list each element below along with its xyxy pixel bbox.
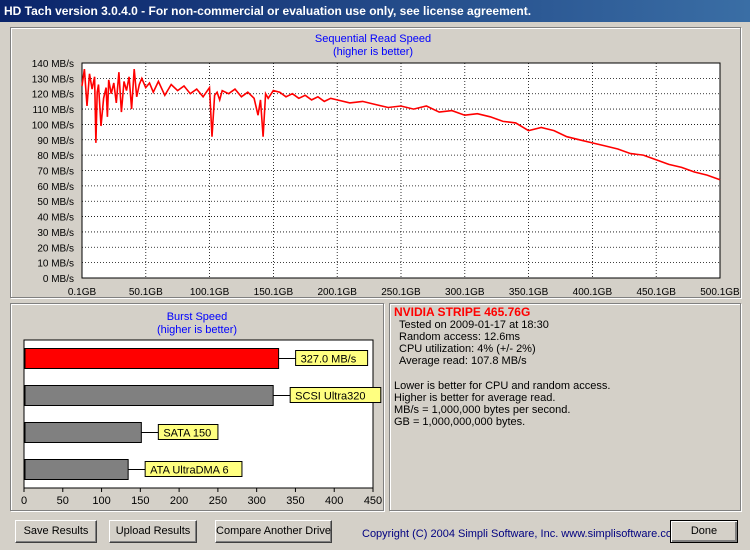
note-lower-better: Lower is better for CPU and random acces… (394, 380, 611, 392)
burst-speed-panel (10, 303, 384, 511)
sequential-read-chart: Sequential Read Speed (higher is better)… (32, 33, 740, 298)
burst-label-box (289, 387, 382, 403)
burst-x-tick-label: 200 (170, 495, 188, 507)
burst-bar-label: SATA 150 (163, 428, 211, 440)
note-mbs-definition: MB/s = 1,000,000 bytes per second. (394, 404, 571, 416)
sequential-read-panel (10, 27, 741, 298)
seq-y-tick-label: 30 MB/s (37, 228, 74, 239)
seq-x-tick-label: 100.1GB (190, 287, 230, 298)
burst-x-tick-label: 300 (247, 495, 265, 507)
seq-y-tick-label: 20 MB/s (37, 243, 74, 254)
burst-bar-label: ATA UltraDMA 6 (150, 465, 228, 477)
seq-y-tick-label: 90 MB/s (37, 136, 74, 147)
burst-bar (24, 459, 129, 480)
burst-x-tick-label: 400 (325, 495, 343, 507)
info-average-read: Average read: 107.8 MB/s (399, 355, 527, 367)
burst-label-box (295, 350, 369, 366)
info-random-access: Random access: 12.6ms (399, 331, 521, 343)
burst-label-box (144, 461, 243, 477)
done-button[interactable]: Done (670, 520, 738, 543)
seq-chart-title: Sequential Read Speed (315, 33, 431, 45)
drive-info-panel (389, 303, 741, 511)
seq-y-tick-label: 130 MB/s (32, 74, 74, 85)
seq-chart-subtitle: (higher is better) (333, 46, 413, 58)
note-higher-better: Higher is better for average read. (394, 392, 556, 404)
seq-x-tick-label: 450.1GB (636, 287, 676, 298)
seq-y-tick-label: 40 MB/s (37, 213, 74, 224)
seq-x-tick-label: 200.1GB (317, 287, 357, 298)
seq-x-tick-label: 50.1GB (129, 287, 163, 298)
burst-x-tick-label: 350 (286, 495, 304, 507)
compare-drive-button[interactable]: Compare Another Drive (215, 520, 332, 543)
copyright-text: Copyright (C) 2004 Simpli Software, Inc.… (362, 528, 682, 540)
seq-y-tick-label: 140 MB/s (32, 59, 74, 70)
burst-bar-label: SCSI Ultra320 (295, 391, 365, 403)
upload-results-button[interactable]: Upload Results (109, 520, 197, 543)
burst-chart-subtitle: (higher is better) (157, 324, 237, 336)
burst-x-tick-label: 100 (92, 495, 110, 507)
burst-chart-title: Burst Speed (167, 311, 228, 323)
info-tested-on: Tested on 2009-01-17 at 18:30 (399, 319, 549, 331)
seq-y-tick-label: 80 MB/s (37, 151, 74, 162)
burst-x-tick-label: 0 (21, 495, 27, 507)
seq-y-tick-label: 120 MB/s (32, 90, 74, 101)
burst-x-tick-label: 450 (364, 495, 382, 507)
seq-x-tick-label: 0.1GB (68, 287, 97, 298)
burst-bar (24, 348, 280, 369)
seq-x-tick-label: 400.1GB (573, 287, 613, 298)
seq-x-tick-label: 350.1GB (509, 287, 549, 298)
seq-y-tick-label: 0 MB/s (43, 274, 74, 285)
seq-y-tick-label: 100 MB/s (32, 120, 74, 131)
burst-bar (24, 422, 142, 443)
note-gb-definition: GB = 1,000,000,000 bytes. (394, 416, 526, 428)
seq-series-line (81, 68, 721, 181)
seq-x-tick-label: 250.1GB (381, 287, 421, 298)
seq-y-tick-label: 60 MB/s (37, 182, 74, 193)
seq-y-tick-label: 70 MB/s (37, 167, 74, 178)
seq-y-tick-label: 110 MB/s (33, 105, 75, 116)
seq-y-tick-label: 10 MB/s (37, 259, 74, 270)
drive-name: NVIDIA STRIPE 465.76G (394, 305, 531, 319)
seq-x-tick-label: 500.1GB (700, 287, 740, 298)
window-title: HD Tach version 3.0.4.0 - For non-commer… (0, 0, 750, 22)
burst-x-tick-label: 50 (57, 495, 69, 507)
burst-speed-chart: Burst Speed (higher is better) 327.0 MB/… (21, 311, 382, 507)
burst-bar (24, 385, 274, 406)
burst-bar-label: 327.0 MB/s (301, 354, 357, 366)
seq-x-tick-label: 300.1GB (445, 287, 485, 298)
info-cpu-utilization: CPU utilization: 4% (+/- 2%) (399, 343, 536, 355)
burst-x-tick-label: 150 (131, 495, 149, 507)
seq-x-tick-label: 150.1GB (254, 287, 294, 298)
seq-y-tick-label: 50 MB/s (37, 197, 74, 208)
burst-label-box (157, 424, 219, 440)
save-results-button[interactable]: Save Results (15, 520, 97, 543)
burst-x-tick-label: 250 (209, 495, 227, 507)
